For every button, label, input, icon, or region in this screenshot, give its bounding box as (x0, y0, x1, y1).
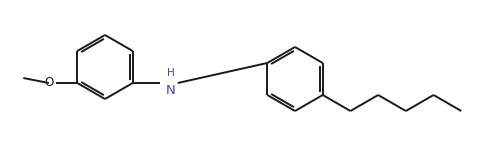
Text: O: O (45, 76, 54, 90)
Text: H: H (167, 67, 175, 77)
Text: N: N (166, 84, 176, 97)
